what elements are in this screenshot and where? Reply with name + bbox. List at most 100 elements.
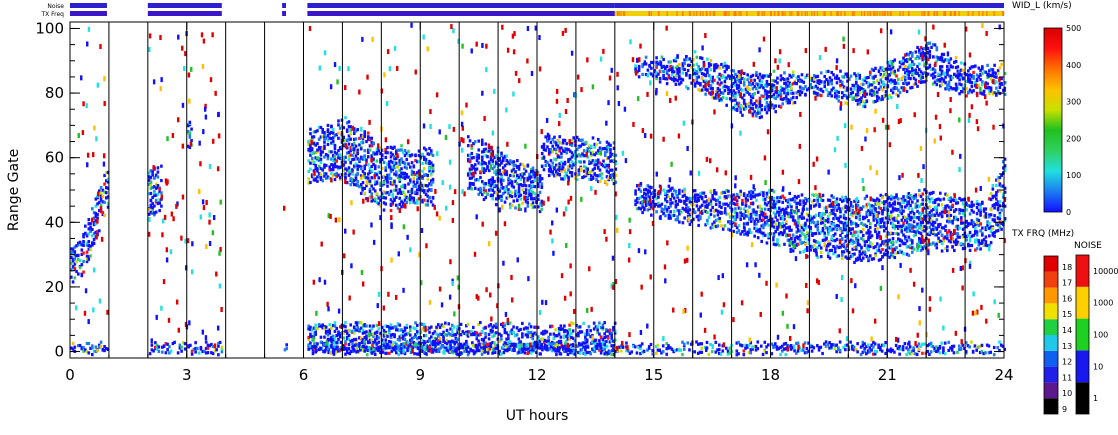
echo-cell bbox=[907, 195, 911, 200]
echo-cell bbox=[881, 225, 884, 229]
echo-cell bbox=[375, 150, 379, 154]
echo-cell bbox=[861, 82, 865, 86]
echo-cell bbox=[907, 200, 911, 204]
echo-cell bbox=[921, 58, 925, 62]
echo-cell bbox=[814, 224, 818, 228]
echo-cell bbox=[856, 238, 860, 242]
echo-cell bbox=[393, 188, 396, 192]
echo-cell bbox=[917, 215, 921, 220]
echo-cell bbox=[154, 341, 157, 345]
echo-cell bbox=[700, 209, 704, 214]
echo-cell bbox=[519, 207, 523, 212]
echo-cell bbox=[979, 78, 982, 82]
echo-cell bbox=[977, 223, 981, 228]
echo-cell bbox=[672, 188, 676, 192]
echo-cell bbox=[514, 179, 517, 183]
echo-cell bbox=[751, 73, 755, 78]
echo-cell bbox=[514, 206, 517, 210]
echo-cell bbox=[819, 254, 823, 259]
echo-cell bbox=[720, 62, 723, 67]
echo-cell bbox=[756, 90, 760, 94]
echo-cell bbox=[335, 171, 339, 176]
echo-cell bbox=[664, 204, 667, 208]
echo-cell bbox=[944, 71, 947, 75]
echo-cell bbox=[763, 216, 767, 220]
echo-cell bbox=[605, 182, 609, 186]
echo-cell bbox=[888, 204, 891, 208]
echo-cell bbox=[560, 177, 563, 181]
echo-cell bbox=[812, 85, 816, 89]
echo-cell bbox=[549, 148, 553, 152]
echo-cell bbox=[926, 213, 930, 217]
echo-cell bbox=[498, 163, 502, 167]
echo-cell bbox=[324, 152, 328, 157]
echo-cell bbox=[605, 148, 609, 152]
echo-cell bbox=[749, 216, 753, 220]
echo-cell bbox=[307, 147, 310, 151]
echo-cell bbox=[697, 214, 700, 218]
echo-cell bbox=[403, 198, 407, 202]
echo-cell bbox=[375, 172, 379, 177]
echo-cell bbox=[970, 243, 974, 248]
echo-cell bbox=[667, 60, 671, 64]
echo-cell bbox=[674, 199, 678, 203]
echo-cell bbox=[71, 341, 75, 346]
echo-cell bbox=[400, 174, 403, 179]
echo-cell bbox=[732, 93, 735, 97]
echo-cell bbox=[800, 73, 804, 77]
echo-cell bbox=[932, 231, 935, 236]
echo-cell bbox=[755, 198, 758, 202]
txfreq-bar-tick bbox=[837, 11, 839, 16]
echo-cell bbox=[944, 75, 947, 79]
echo-cell bbox=[760, 115, 763, 119]
txfreq-bar-tick bbox=[666, 11, 668, 16]
echo-cell bbox=[714, 66, 718, 70]
echo-cell bbox=[981, 226, 984, 230]
echo-cell bbox=[833, 91, 837, 95]
echo-cell bbox=[886, 197, 890, 201]
echo-cell bbox=[765, 221, 769, 225]
echo-cell bbox=[874, 245, 877, 249]
echo-cell bbox=[660, 69, 664, 73]
echo-cell bbox=[914, 203, 918, 207]
echo-cell bbox=[833, 205, 837, 209]
txfreq-bar-tick bbox=[954, 11, 956, 16]
echo-cell bbox=[875, 197, 879, 201]
echo-cell bbox=[903, 64, 907, 69]
echo-cell bbox=[893, 86, 897, 90]
echo-cell bbox=[865, 254, 869, 259]
echo-cell bbox=[468, 184, 472, 188]
echo-cell bbox=[914, 215, 918, 220]
echo-cell bbox=[522, 179, 526, 184]
echo-cell bbox=[180, 345, 183, 349]
echo-cell bbox=[998, 211, 1002, 216]
echo-cell bbox=[923, 62, 926, 66]
echo-cell bbox=[71, 347, 75, 351]
echo-cell bbox=[538, 177, 542, 182]
echo-cell bbox=[379, 151, 382, 156]
echo-cell bbox=[147, 175, 151, 179]
echo-cell bbox=[368, 181, 372, 186]
echo-cell bbox=[917, 217, 921, 221]
echo-cell bbox=[551, 172, 554, 176]
echo-cell bbox=[749, 230, 753, 234]
echo-cell bbox=[818, 81, 821, 86]
echo-cell bbox=[494, 191, 498, 195]
echo-cell bbox=[591, 168, 595, 172]
echo-cell bbox=[734, 202, 737, 206]
echo-cell bbox=[517, 183, 521, 187]
echo-cell bbox=[884, 248, 888, 252]
echo-cell bbox=[800, 231, 804, 235]
echo-cell bbox=[582, 149, 586, 153]
echo-cell bbox=[905, 200, 909, 204]
echo-cell bbox=[565, 171, 569, 175]
echo-cell bbox=[716, 81, 720, 85]
echo-cell bbox=[811, 76, 814, 81]
echo-cell bbox=[164, 342, 168, 346]
echo-cell bbox=[974, 229, 977, 233]
echo-cell bbox=[903, 228, 907, 232]
echo-cell bbox=[928, 63, 932, 67]
echo-cell bbox=[344, 138, 347, 143]
echo-cell bbox=[92, 220, 96, 225]
echo-cell bbox=[581, 142, 584, 146]
